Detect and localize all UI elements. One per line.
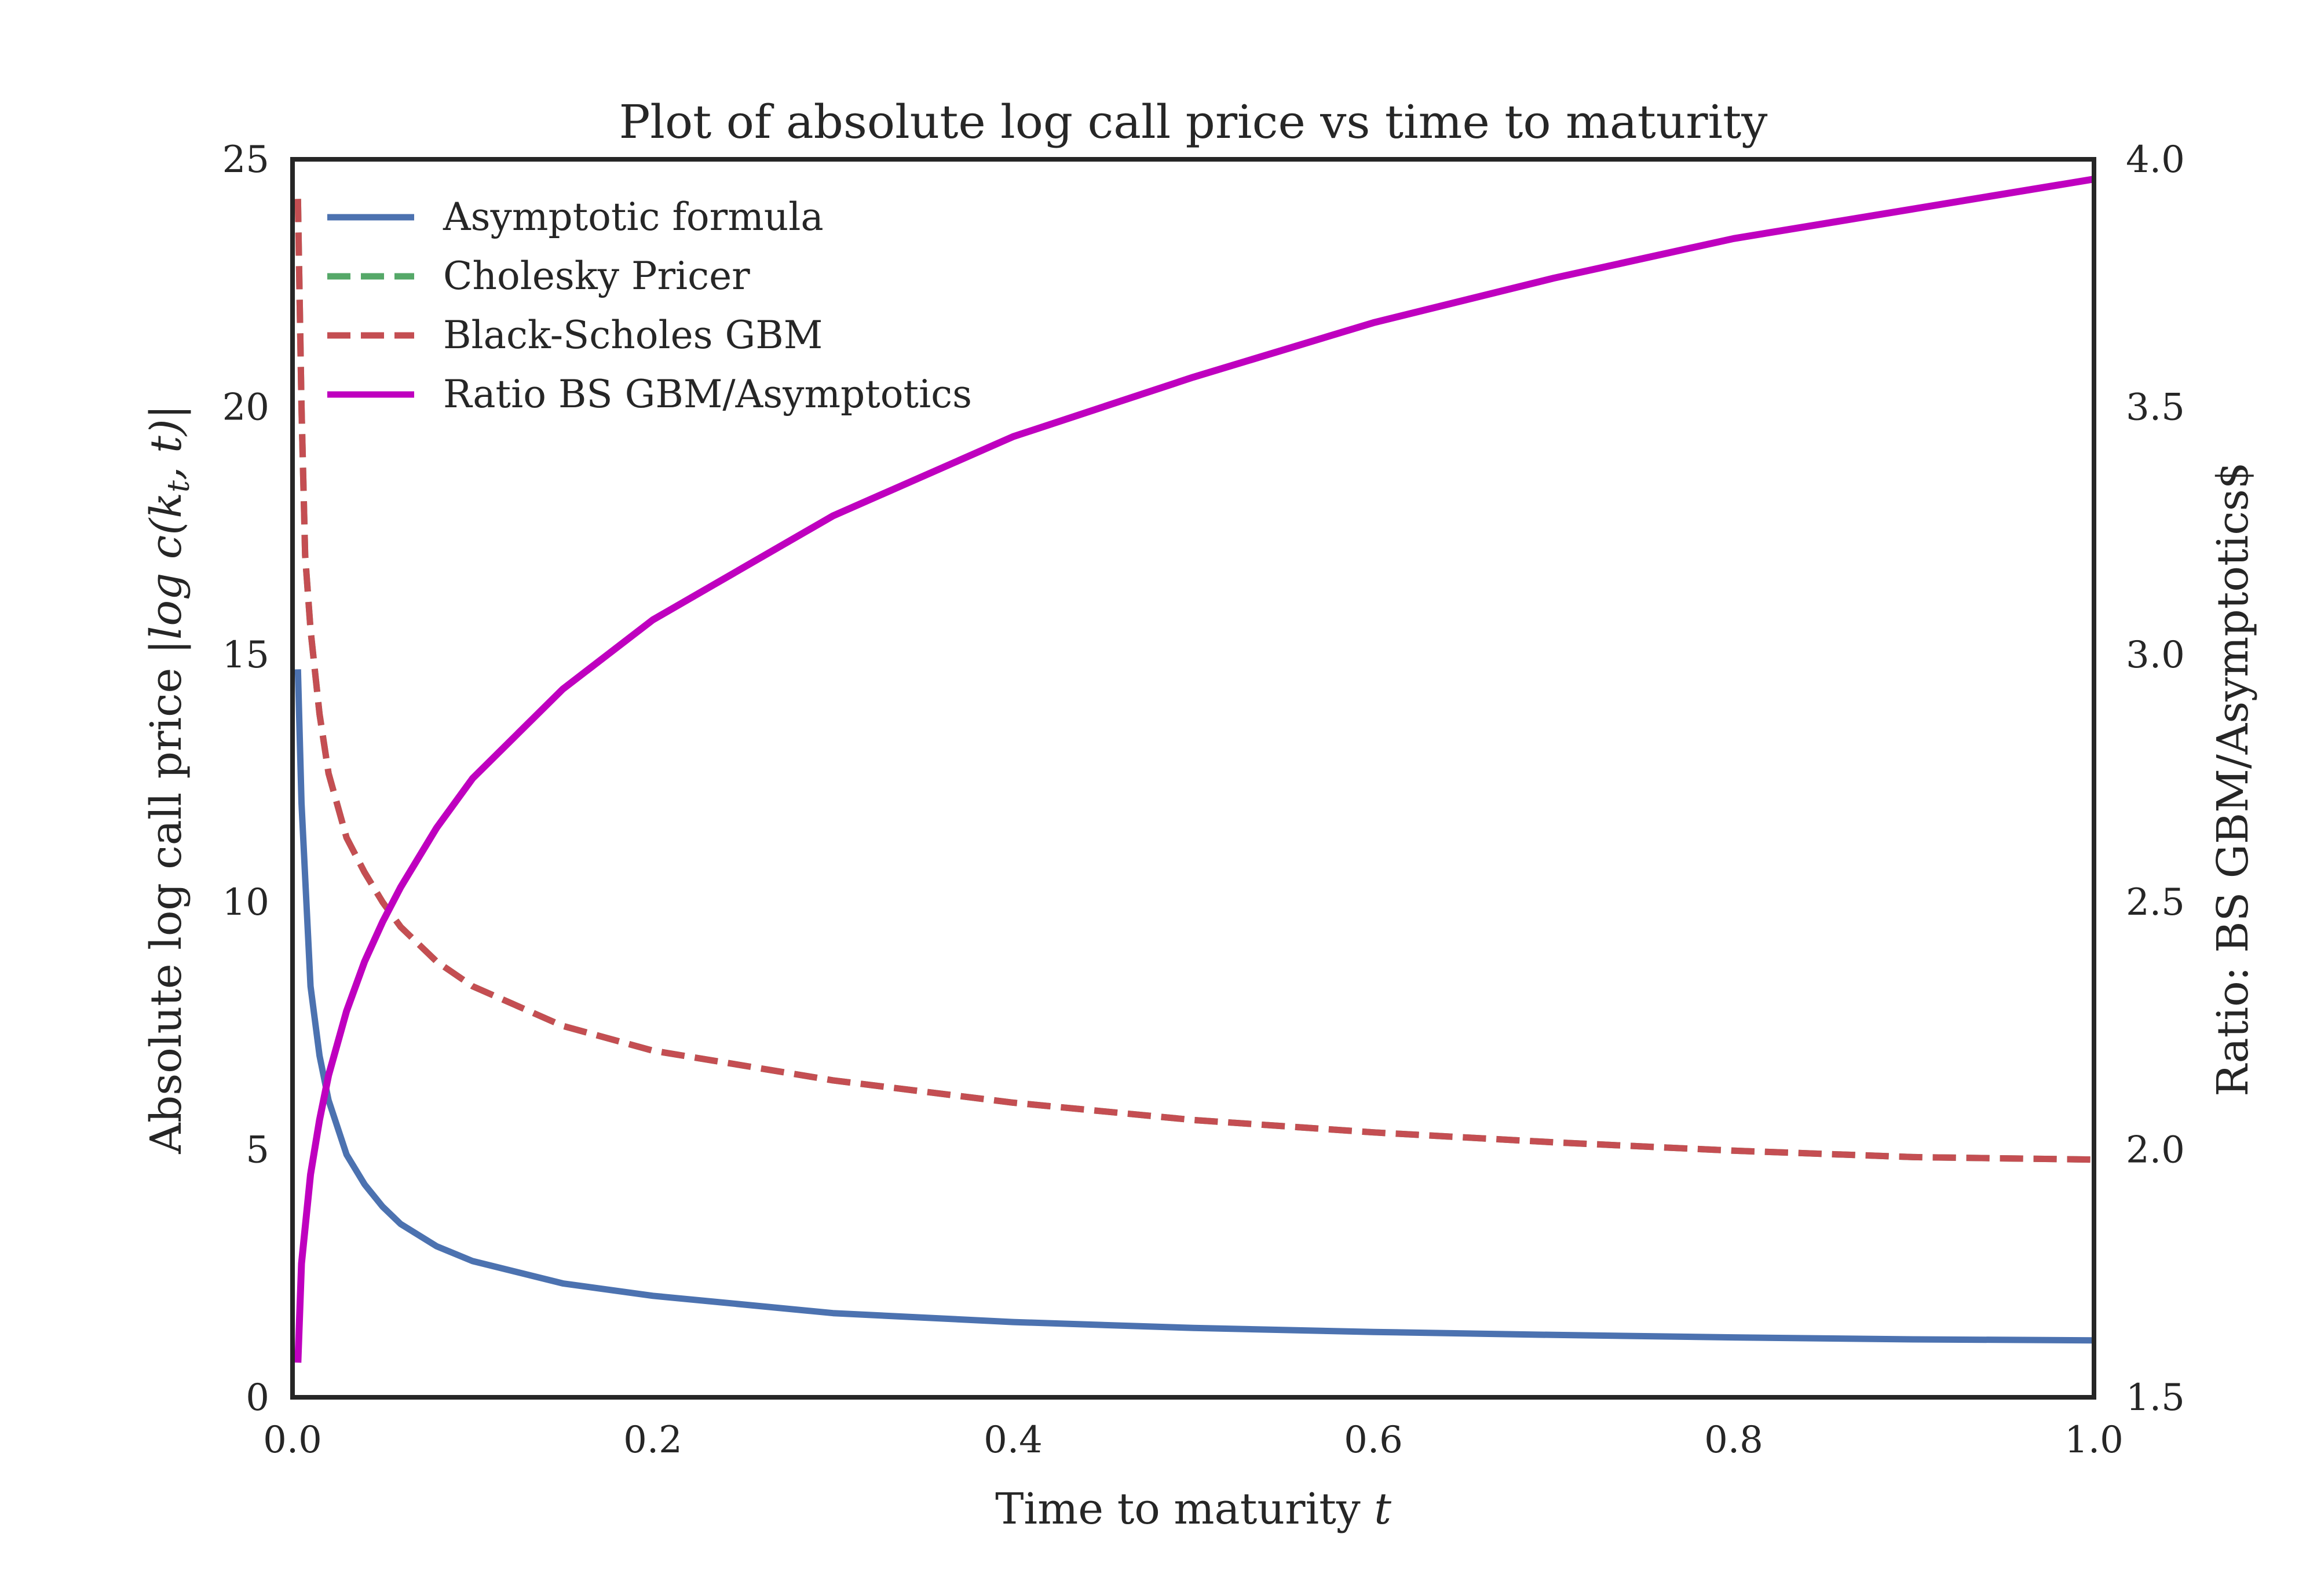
legend-label-3: Black-Scholes GBM: [443, 313, 823, 357]
y-axis-label-math-end: , t)|: [141, 404, 191, 480]
y2-tick-label: 3.5: [2126, 386, 2185, 429]
series-line-1: [294, 669, 2094, 1344]
plot-area: [290, 157, 2096, 1400]
legend-label-1: Asymptotic formula: [443, 195, 824, 239]
y2-tick-label: 4.0: [2126, 138, 2185, 181]
tick-labels: 0.0 0.2 0.4 0.6 0.8 1.0 0 5 10 15 20 25 1.5 2.0 2.5 3.0…: [222, 138, 2185, 1462]
y-axis-label: Absolute log call price |log c(kt, t)|: [141, 404, 196, 1154]
x-tick-label: 0.0: [263, 1419, 322, 1462]
series-line-3: [294, 199, 2094, 1163]
y-tick-label: 15: [222, 634, 269, 677]
series-line-4: [294, 176, 2094, 1363]
legend-label-2: Cholesky Pricer: [443, 254, 750, 298]
y-tick-label: 10: [222, 881, 269, 924]
x-tick-label: 0.6: [1344, 1419, 1403, 1462]
y-tick-label: 0: [246, 1376, 269, 1419]
legend: Asymptotic formula Cholesky Pricer Black-S…: [327, 195, 972, 417]
y-axis-label-math-sub: t: [162, 480, 196, 492]
x-axis-label-text: Time to maturity: [995, 1484, 1361, 1534]
y2-tick-label: 2.0: [2126, 1129, 2185, 1172]
legend-label-4: Ratio BS GBM/Asymptotics: [443, 372, 972, 417]
y-axis-label-text: Absolute log call price: [141, 668, 191, 1155]
x-tick-label: 0.4: [984, 1419, 1043, 1462]
y-tick-label: 20: [222, 386, 269, 429]
x-tick-label: 1.0: [2064, 1419, 2124, 1462]
y2-axis-label: Ratio: BS GBM/Asymptotics$: [2208, 462, 2258, 1097]
series-lines: [294, 176, 2094, 1363]
plot-frame: [290, 157, 2096, 1400]
y2-tick-label: 3.0: [2126, 634, 2185, 677]
chart-title: Plot of absolute log call price vs time …: [619, 95, 1768, 149]
x-axis-label: Time to maturity t: [995, 1484, 1391, 1534]
x-axis-label-math: t: [1374, 1484, 1391, 1534]
x-tick-label: 0.8: [1704, 1419, 1763, 1462]
y2-tick-label: 2.5: [2126, 881, 2185, 924]
x-tick-label: 0.2: [623, 1419, 682, 1462]
y-tick-label: 5: [246, 1129, 269, 1172]
y-axis-label-math: |log c(k: [141, 492, 191, 654]
y-tick-label: 25: [222, 138, 269, 181]
y2-tick-label: 1.5: [2126, 1376, 2185, 1419]
